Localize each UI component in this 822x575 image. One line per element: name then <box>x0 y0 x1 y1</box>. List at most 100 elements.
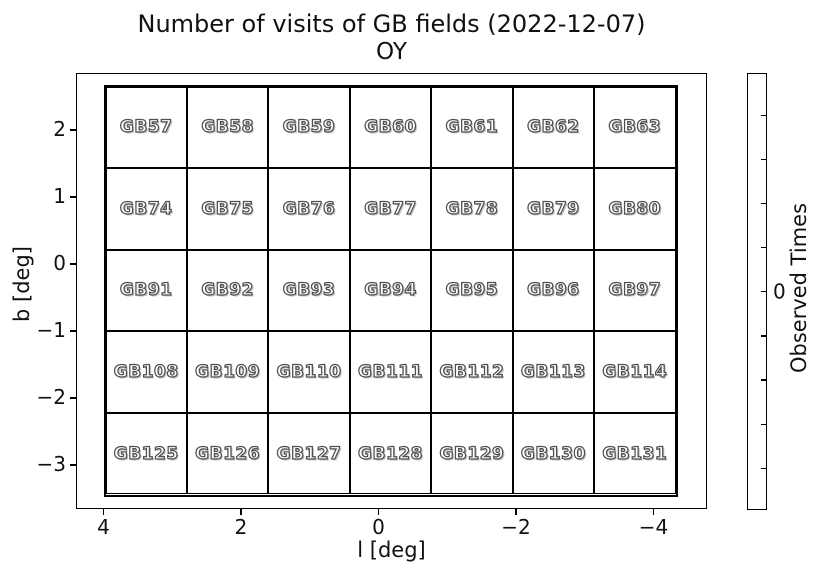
field-cell: GB74 <box>105 168 187 250</box>
colorbar-tick-mark <box>760 203 766 205</box>
field-label: GB111 <box>357 361 423 383</box>
field-label: GB126 <box>195 443 261 464</box>
x-tick-label: 0 <box>372 515 385 539</box>
field-label: GB61 <box>445 117 499 138</box>
chart-subtitle: OY <box>376 39 407 65</box>
y-tick-mark <box>69 464 76 466</box>
field-label: GB80 <box>608 198 662 219</box>
field-label: GB74 <box>119 198 173 219</box>
field-cell: GB61 <box>431 86 513 169</box>
field-label: GB127 <box>276 443 342 464</box>
field-cell: GB92 <box>186 249 269 332</box>
field-label: GB59 <box>282 117 336 138</box>
field-cell: GB60 <box>349 86 432 169</box>
field-cell: GB128 <box>349 412 432 495</box>
x-tick-mark <box>377 508 380 515</box>
field-cell: GB93 <box>268 249 350 332</box>
chart-title: Number of visits of GB fields (2022-12-0… <box>137 10 646 38</box>
field-label: GB125 <box>113 443 179 464</box>
x-tick-label: 4 <box>97 515 110 539</box>
x-tick-label: 2 <box>234 515 248 539</box>
field-cell: GB63 <box>594 86 676 169</box>
field-label: GB128 <box>357 443 423 464</box>
field-label: GB63 <box>608 117 662 138</box>
y-tick-mark <box>69 330 76 332</box>
x-tick-mark <box>102 508 105 515</box>
x-tick-mark <box>652 508 655 515</box>
field-cell: GB79 <box>512 168 595 250</box>
colorbar-tick-mark <box>760 114 766 117</box>
field-label: GB130 <box>520 443 586 464</box>
y-tick-label: −3 <box>36 452 66 476</box>
field-cell: GB96 <box>512 249 595 332</box>
field-label: GB76 <box>282 198 336 219</box>
colorbar-tick-mark <box>760 379 766 381</box>
field-label: GB75 <box>201 198 254 219</box>
colorbar-tick-mark <box>760 291 766 293</box>
y-tick-label: −2 <box>36 385 66 409</box>
field-cell: GB76 <box>268 168 350 250</box>
field-cell: GB113 <box>512 331 595 413</box>
field-cell: GB77 <box>349 168 432 250</box>
colorbar-tick-label: 0 <box>773 279 786 304</box>
y-tick-label: 2 <box>53 117 66 141</box>
field-label: GB95 <box>445 280 499 301</box>
colorbar-tick-mark <box>760 467 766 469</box>
field-label: GB114 <box>602 361 668 383</box>
field-label: GB129 <box>439 443 505 464</box>
field-cell: GB80 <box>594 168 676 250</box>
field-cell: GB97 <box>594 249 676 332</box>
field-label: GB97 <box>608 280 662 301</box>
field-label: GB78 <box>445 198 499 219</box>
field-label: GB113 <box>520 361 586 383</box>
field-label: GB108 <box>113 361 179 383</box>
field-cell: GB114 <box>594 331 676 413</box>
field-cell: GB130 <box>512 412 595 495</box>
y-tick-mark <box>69 263 76 265</box>
field-label: GB93 <box>282 280 336 301</box>
x-tick-label: −2 <box>501 515 531 539</box>
field-cell: GB127 <box>268 412 350 495</box>
field-label: GB92 <box>201 280 254 301</box>
field-cell: GB131 <box>594 412 676 495</box>
field-cell: GB75 <box>186 168 269 250</box>
y-tick-label: −1 <box>36 318 66 342</box>
field-label: GB57 <box>119 117 173 138</box>
field-cell: GB57 <box>105 86 187 169</box>
field-cell: GB95 <box>431 249 513 332</box>
plot-area: GB57 GB58 GB59 GB60 GB61 GB62 GB63 GB74 GB75 GB76… <box>76 73 707 509</box>
y-tick-label: 1 <box>53 184 66 208</box>
field-cell: GB129 <box>431 412 513 495</box>
field-cell: GB112 <box>431 331 513 413</box>
colorbar-tick-mark <box>760 423 766 425</box>
x-tick-mark <box>515 508 517 515</box>
y-tick-mark <box>69 196 76 198</box>
field-label: GB58 <box>201 117 254 138</box>
colorbar-axis-label: Observed Times <box>787 202 811 374</box>
x-tick-mark <box>240 508 242 515</box>
field-label: GB60 <box>364 117 417 138</box>
field-label: GB77 <box>364 198 417 219</box>
field-grid: GB57 GB58 GB59 GB60 GB61 GB62 GB63 GB74 GB75 GB76… <box>103 84 678 497</box>
field-cell: GB78 <box>431 168 513 250</box>
y-axis-label: b [deg] <box>10 246 34 322</box>
field-cell: GB109 <box>186 331 269 413</box>
field-cell: GB59 <box>268 86 350 169</box>
field-cell: GB108 <box>105 331 187 413</box>
y-tick-mark <box>69 397 76 399</box>
field-label: GB94 <box>364 280 417 301</box>
field-label: GB62 <box>526 117 580 138</box>
colorbar-tick-mark <box>760 247 766 249</box>
field-cell: GB126 <box>186 412 269 495</box>
field-label: GB110 <box>276 361 342 383</box>
field-cell: GB110 <box>268 331 350 413</box>
y-tick-label: 0 <box>53 251 66 275</box>
field-cell: GB91 <box>105 249 187 332</box>
field-label: GB131 <box>602 443 668 464</box>
field-cell: GB58 <box>186 86 269 169</box>
field-cell: GB94 <box>349 249 432 332</box>
field-cell: GB125 <box>105 412 187 495</box>
field-cell: GB111 <box>349 331 432 413</box>
field-cell: GB62 <box>512 86 595 169</box>
